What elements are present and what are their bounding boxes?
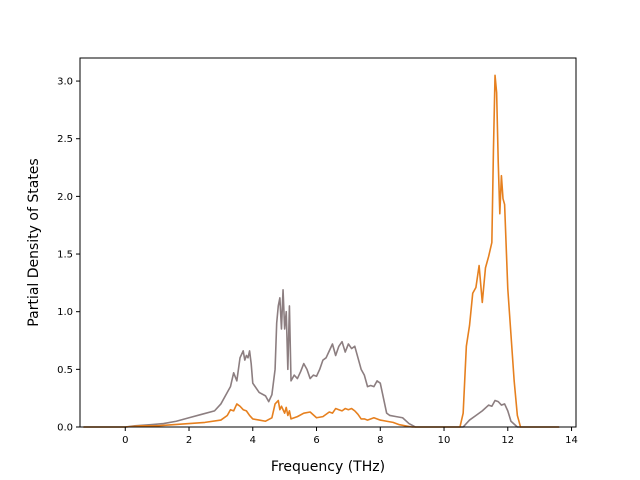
- x-axis-title: Frequency (THz): [271, 459, 385, 475]
- x-tick-label: 0: [122, 435, 128, 446]
- x-tick-label: 8: [377, 435, 383, 446]
- x-tick-label: 12: [501, 435, 514, 446]
- y-axis-title: Partial Density of States: [26, 158, 42, 326]
- series-line-2: [83, 74, 560, 428]
- y-tick-label: 2.5: [57, 134, 73, 145]
- y-tick-label: 0.0: [57, 423, 73, 434]
- plot-frame: [79, 57, 577, 428]
- x-tick-label: 6: [313, 435, 319, 446]
- y-tick-label: 1.0: [57, 307, 73, 318]
- y-tick-label: 2.0: [57, 192, 73, 203]
- y-tick-label: 1.5: [57, 250, 73, 261]
- x-axis: 0 2 4 6 8 10 12 14: [122, 427, 578, 446]
- y-tick-label: 0.5: [57, 365, 73, 376]
- x-tick-label: 14: [565, 435, 578, 446]
- y-axis: 0.0 0.5 1.0 1.5 2.0 2.5 3.0: [57, 77, 80, 434]
- x-tick-label: 4: [250, 435, 256, 446]
- plot-area: [80, 58, 576, 427]
- x-tick-label: 2: [186, 435, 192, 446]
- y-tick-label: 3.0: [57, 77, 73, 88]
- x-tick-label: 10: [438, 435, 451, 446]
